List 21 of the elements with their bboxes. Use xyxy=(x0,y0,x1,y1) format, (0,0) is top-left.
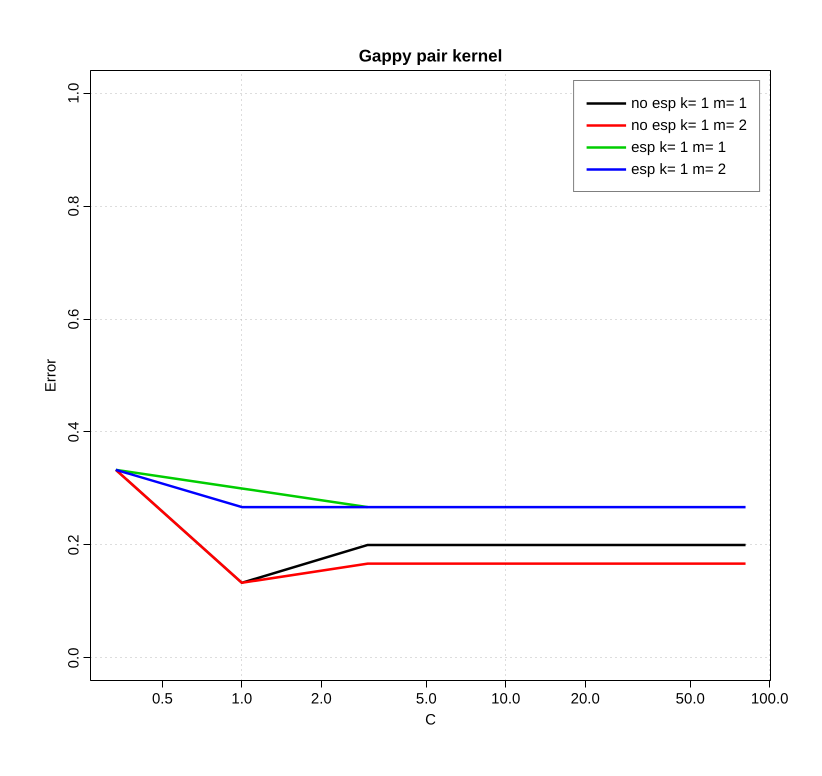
x-tick-label: 1.0 xyxy=(231,690,252,708)
legend-label: esp k= 1 m= 2 xyxy=(631,160,726,178)
y-tick-label: 1.0 xyxy=(66,82,82,104)
x-tick-label: 5.0 xyxy=(416,690,437,708)
y-axis-title: Error xyxy=(42,358,60,392)
chart-title: Gappy pair kernel xyxy=(358,46,502,66)
x-tick-label: 100.0 xyxy=(750,690,788,708)
x-tick-label: 0.5 xyxy=(152,690,173,708)
x-tick-label: 20.0 xyxy=(570,690,600,708)
y-tick-label: 0.4 xyxy=(66,422,82,442)
x-tick-label: 50.0 xyxy=(676,690,705,708)
x-axis-title: C xyxy=(425,712,436,728)
x-tick-label: 10.0 xyxy=(491,690,520,708)
y-tick-label: 0.0 xyxy=(66,647,82,668)
legend-label: no esp k= 1 m= 2 xyxy=(631,116,747,134)
x-tick-label: 2.0 xyxy=(310,690,332,708)
y-tick-label: 0.2 xyxy=(66,534,82,556)
legend-label: esp k= 1 m= 1 xyxy=(631,138,726,156)
y-tick-label: 0.6 xyxy=(66,308,82,330)
legend-label: no esp k= 1 m= 1 xyxy=(631,94,747,112)
y-tick-label: 0.8 xyxy=(66,196,82,216)
